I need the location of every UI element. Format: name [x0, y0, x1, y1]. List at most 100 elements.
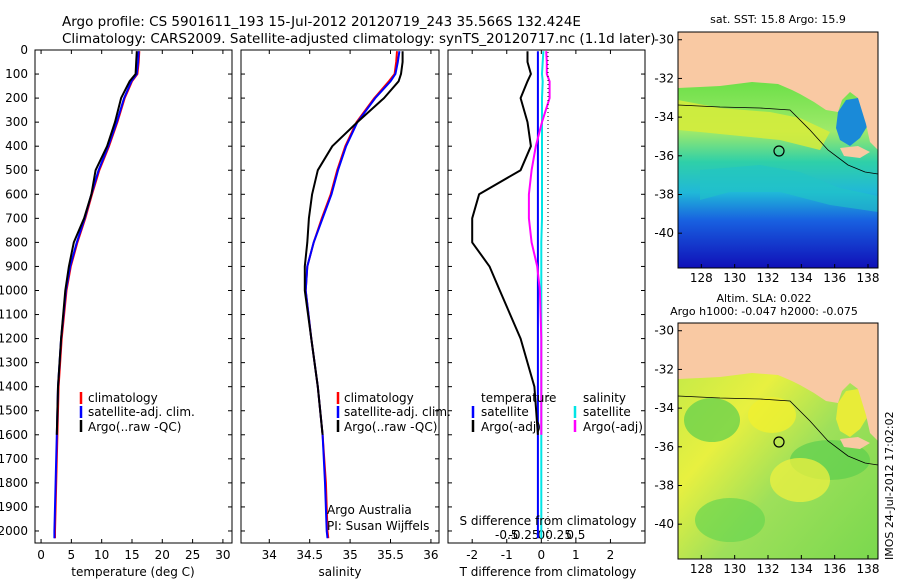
sla-map-isobath [677, 395, 879, 466]
map-x-tick-label: 130 [723, 562, 746, 576]
legend-label-climatology: climatology [88, 391, 158, 405]
depth-tick-label: 100 [5, 67, 28, 81]
map-y-tick-label: -30 [654, 33, 674, 47]
depth-tick-label: 1800 [0, 476, 28, 490]
map-y-tick-label: -34 [654, 401, 674, 415]
legend-label-s-argo: Argo(-adj) [583, 420, 643, 434]
x-tick-label: 34 [262, 548, 277, 562]
map-x-tick-label: 134 [790, 271, 813, 285]
map-x-tick-label: 132 [757, 271, 780, 285]
map-x-tick-label: 132 [757, 562, 780, 576]
legend-label-s-satellite: satellite [583, 405, 631, 419]
map-x-tick-label: 130 [723, 271, 746, 285]
depth-tick-label: 1700 [0, 452, 28, 466]
legend-label-climatology: climatology [344, 391, 414, 405]
difference-legend: temperature satellite Argo(-adj) salinit… [471, 391, 643, 434]
map-y-tick-label: -30 [654, 324, 674, 338]
x-tick-label: -1 [501, 548, 513, 562]
sla-map-frame [677, 322, 879, 560]
sla-map-axes: 128 130 132 134 136 138 -30 -32 -34 -36 -38 -40 [654, 324, 879, 576]
depth-tick-label: 500 [5, 163, 28, 177]
legend-label-t-argo: Argo(-adj) [481, 420, 541, 434]
sla-green-patch [695, 498, 765, 542]
depth-tick-label: 0 [20, 43, 28, 57]
legend-label-t-satellite: satellite [481, 405, 529, 419]
x-tick-label: 1 [572, 548, 580, 562]
sla-green-patch [684, 398, 740, 442]
sst-map-gulf [836, 98, 868, 146]
x-tick-label: 30 [215, 548, 230, 562]
sst-map-peninsula [858, 96, 878, 150]
sst-map-isobath [677, 104, 879, 175]
x-tick-label: -2 [466, 548, 478, 562]
difference-axis: -2 -1 0 1 2-0.5-0.250 0.250.5 [466, 50, 614, 562]
map-y-tick-label: -38 [654, 187, 674, 201]
series-line [304, 51, 398, 539]
x-tick-label: 36 [423, 548, 438, 562]
depth-tick-label: 1300 [0, 356, 28, 370]
depth-tick-label: 200 [5, 91, 28, 105]
sla-map-gulf [836, 389, 868, 437]
sst-map-title: sat. SST: 15.8 Argo: 15.9 [710, 13, 846, 26]
depth-tick-label: 1400 [0, 380, 28, 394]
map-y-tick-label: -32 [654, 362, 674, 376]
difference-series [471, 51, 551, 539]
salinity-panel-frame [240, 49, 440, 544]
x-top-tick-label: 0.25 [545, 528, 572, 542]
imos-watermark: IMOS 24-Jul-2012 17:02:02 [883, 411, 896, 560]
series-line [304, 51, 401, 539]
x-tick-label: 35 [342, 548, 357, 562]
map-x-tick-label: 136 [823, 271, 846, 285]
x-tick-label: 20 [155, 548, 170, 562]
sst-map-island [840, 146, 870, 158]
x-top-tick-label: -0.25 [509, 528, 540, 542]
series-line [303, 51, 404, 435]
x-tick-label: 5 [68, 548, 76, 562]
map-y-tick-label: -34 [654, 110, 674, 124]
temperature-xlabel: temperature (deg C) [71, 565, 194, 579]
salinity-legend: climatology satellite-adj. clim. Argo(..… [336, 391, 451, 434]
sst-map-land [678, 32, 878, 112]
temperature-axis: 0 5 10 15 20 25 30 [37, 50, 231, 562]
series-line [54, 51, 141, 539]
difference-xlabel-top: S difference from climatology [460, 514, 637, 528]
depth-tick-label: 1100 [0, 308, 28, 322]
salinity-axis: 34 34.5 35 35.5 36 [262, 50, 439, 562]
x-tick-label: 10 [94, 548, 109, 562]
x-tick-label: 25 [185, 548, 200, 562]
map-y-tick-label: -36 [654, 440, 674, 454]
sla-map-argo-marker [773, 436, 785, 448]
x-tick-label: 15 [124, 548, 139, 562]
x-top-tick-label: 0.5 [566, 528, 585, 542]
map-x-tick-label: 136 [823, 562, 846, 576]
difference-series-line [527, 51, 551, 435]
depth-tick-label: 800 [5, 235, 28, 249]
depth-axis: 0 100 200 300 400 500 600 700 800 900 1000 1100 1200… [0, 43, 645, 538]
attribution-line2: PI: Susan Wijffels [327, 519, 429, 533]
sla-map-title-line2: Argo h1000: -0.047 h2000: -0.075 [670, 305, 858, 318]
sla-map-peninsula [858, 387, 878, 441]
depth-tick-label: 1900 [0, 500, 28, 514]
legend-title-temperature: temperature [481, 391, 556, 405]
sst-teal-band [700, 165, 878, 212]
sst-map-frame [677, 31, 879, 269]
map-y-tick-label: -40 [654, 517, 674, 531]
legend-label-satellite: satellite-adj. clim. [88, 405, 195, 419]
depth-tick-label: 700 [5, 211, 28, 225]
sst-map-argo-marker [773, 145, 785, 157]
difference-panel-frame [447, 49, 646, 544]
sla-map-land [678, 323, 878, 403]
depth-tick-label: 1000 [0, 283, 28, 297]
temperature-legend: climatology satellite-adj. clim. Argo(..… [79, 391, 195, 434]
map-y-tick-label: -38 [654, 478, 674, 492]
depth-tick-label: 600 [5, 187, 28, 201]
map-x-tick-label: 138 [857, 271, 880, 285]
salinity-series [303, 51, 404, 539]
difference-xlabel: T difference from climatology [459, 565, 637, 579]
figure-title-line2: Climatology: CARS2009. Satellite-adjuste… [62, 31, 655, 47]
depth-tick-label: 1200 [0, 332, 28, 346]
depth-tick-label: 1600 [0, 428, 28, 442]
depth-tick-label: 300 [5, 115, 28, 129]
depth-tick-label: 2000 [0, 524, 28, 538]
